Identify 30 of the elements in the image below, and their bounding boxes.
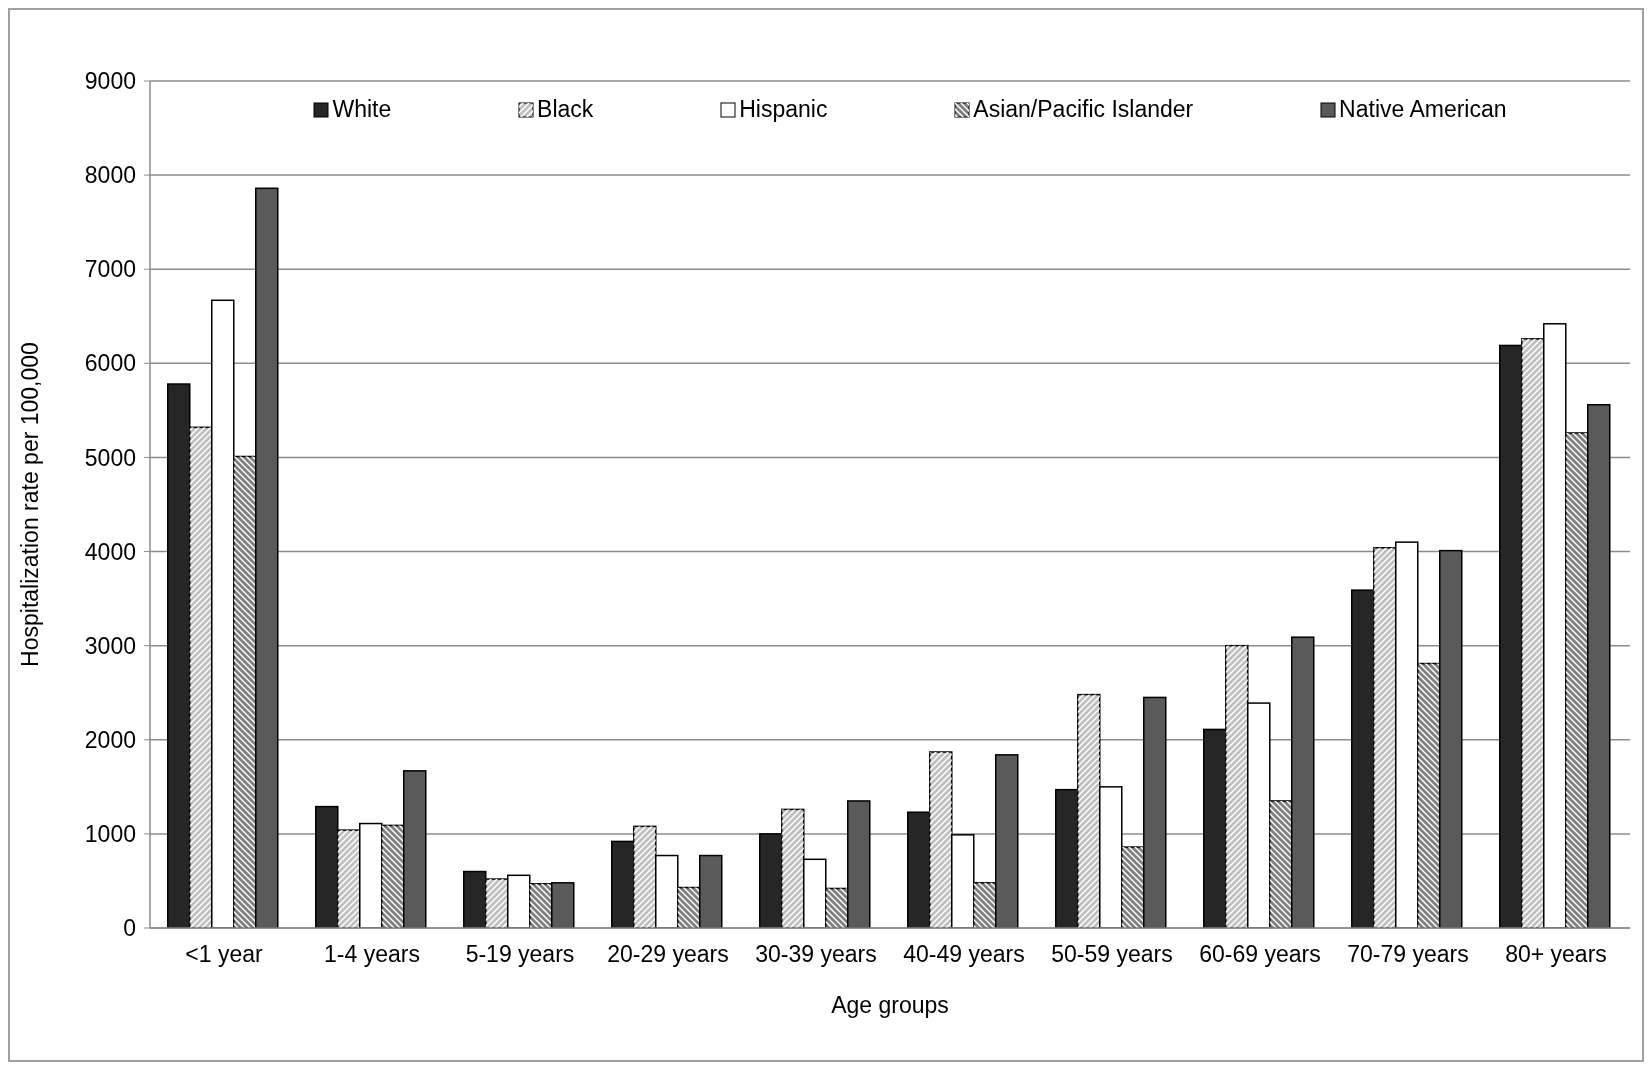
x-tick-label: 5-19 years [465, 941, 575, 968]
x-tick-label: <1 year [185, 941, 264, 968]
bar [847, 800, 871, 928]
legend-label: Black [536, 96, 594, 123]
y-tick-label: 7000 [84, 256, 136, 283]
y-axis-title: Hospitalization rate per 100,000 [17, 342, 44, 667]
x-tick-label: 50-59 years [1051, 941, 1173, 968]
legend-label: Asian/Pacific Islander [972, 96, 1194, 123]
y-tick-label: 9000 [84, 68, 136, 95]
y-tick-label: 2000 [84, 726, 136, 753]
x-tick-label: 1-4 years [324, 941, 420, 968]
y-tick-label: 1000 [84, 821, 136, 848]
x-tick-label: 70-79 years [1347, 941, 1469, 968]
y-tick-label: 8000 [84, 162, 136, 189]
bar [167, 383, 191, 928]
legend-label: White [331, 96, 392, 123]
x-tick-label: 60-69 years [1199, 941, 1321, 968]
x-tick-label: 40-49 years [903, 941, 1025, 968]
legend-label: Native American [1338, 96, 1507, 123]
x-tick-label: 20-29 years [607, 941, 729, 968]
y-tick-label: 4000 [84, 538, 136, 565]
x-tick-label: 80+ years [1505, 941, 1607, 968]
y-tick-label: 3000 [84, 632, 136, 659]
legend-label: Hispanic [738, 96, 828, 123]
x-axis-title: Age groups [831, 992, 949, 1018]
x-tick-label: 30-39 years [755, 941, 877, 968]
bar [403, 770, 427, 928]
y-tick-label: 6000 [84, 350, 136, 377]
y-tick-label: 0 [123, 915, 136, 942]
y-tick-label: 5000 [84, 444, 136, 471]
